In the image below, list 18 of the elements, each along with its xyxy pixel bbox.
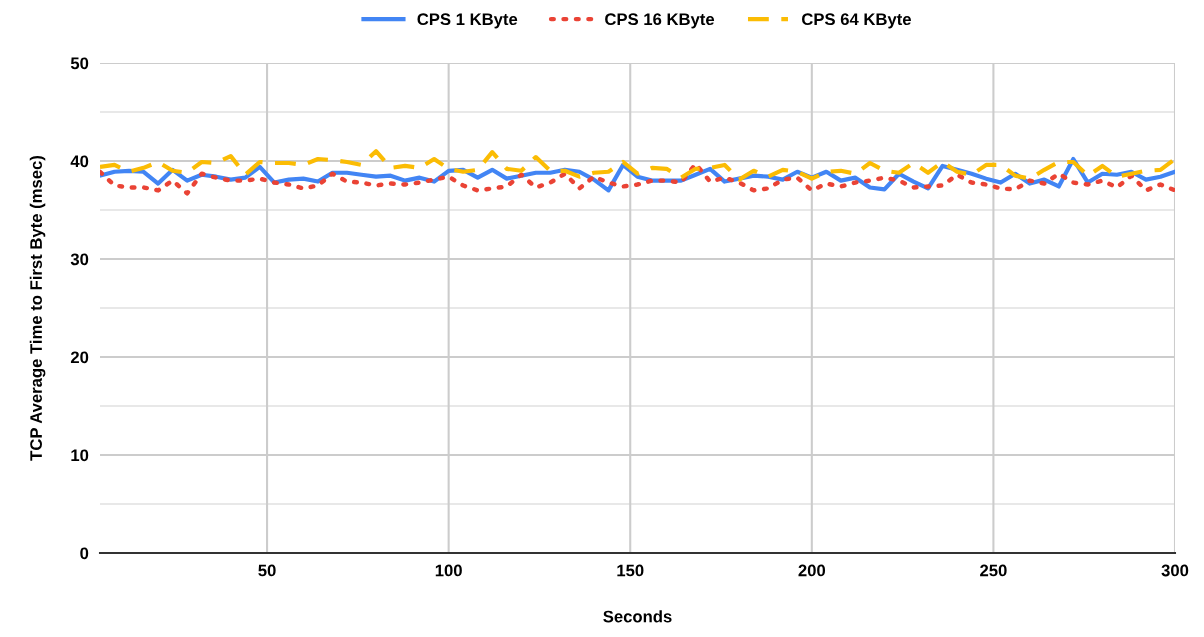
legend-label: CPS 1 KByte <box>417 13 518 29</box>
x-tick-label: 300 <box>1161 564 1189 577</box>
x-tick-label: 200 <box>798 564 826 577</box>
x-tick-label: 100 <box>435 564 462 577</box>
y-tick-label: 40 <box>70 155 89 168</box>
x-tick-label: 250 <box>980 564 1007 577</box>
x-tick-label: 50 <box>258 564 276 577</box>
y-tick-label: 0 <box>80 547 89 560</box>
y-tick-label: 10 <box>71 449 89 462</box>
y-axis-title: TCP Average Time to First Byte (msec) <box>29 155 46 461</box>
y-tick-label: 20 <box>70 351 89 364</box>
legend-label: CPS 16 KByte <box>605 13 715 29</box>
x-axis-title: Seconds <box>603 610 672 623</box>
line-series <box>100 149 1175 182</box>
y-tick-label: 50 <box>70 57 89 70</box>
x-tick-label: 150 <box>617 564 644 577</box>
legend-label: CPS 64 KByte <box>802 13 911 29</box>
y-tick-label: 30 <box>70 253 89 266</box>
